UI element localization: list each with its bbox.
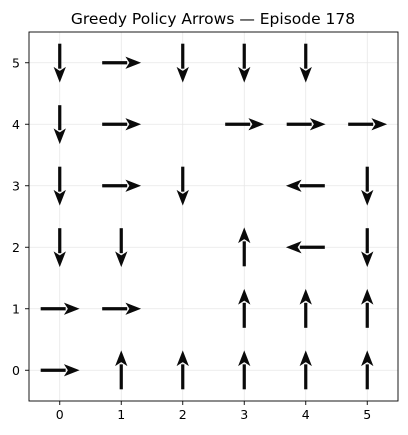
policy-arrow-right <box>225 118 265 131</box>
policy-arrow-down <box>238 43 251 83</box>
policy-arrow-down <box>53 105 66 145</box>
policy-arrow-right <box>102 56 142 69</box>
policy-arrow-down <box>361 166 374 206</box>
y-tick-label: 2 <box>12 240 20 255</box>
policy-arrow-up <box>238 227 251 267</box>
policy-arrow-down <box>115 228 128 268</box>
policy-arrow-down <box>361 228 374 268</box>
x-tick-label: 1 <box>117 407 125 422</box>
policy-arrow-down <box>176 43 189 83</box>
policy-arrow-up <box>299 288 312 328</box>
policy-arrow-right <box>40 302 80 315</box>
grid-lines <box>29 32 398 401</box>
policy-arrow-down <box>299 43 312 83</box>
policy-arrow-up <box>238 350 251 390</box>
x-tick-label: 4 <box>302 407 310 422</box>
policy-arrow-up <box>176 350 189 390</box>
policy-arrow-down <box>176 166 189 206</box>
policy-arrow-right <box>102 179 142 192</box>
y-tick-label: 1 <box>12 301 20 316</box>
x-tick-label: 5 <box>363 407 371 422</box>
policy-arrow-down <box>53 43 66 83</box>
policy-arrow-up <box>299 350 312 390</box>
plot-frame <box>28 31 399 402</box>
x-tick-label: 0 <box>56 407 64 422</box>
y-tick-label: 0 <box>12 363 20 378</box>
y-tick-label: 3 <box>12 178 20 193</box>
policy-arrow-right <box>286 118 326 131</box>
x-tick-label: 2 <box>179 407 187 422</box>
policy-arrow-up <box>115 350 128 390</box>
policy-arrow-right <box>102 118 142 131</box>
arrow-layer <box>40 43 388 390</box>
policy-arrow-up <box>361 288 374 328</box>
policy-arrow-up <box>361 350 374 390</box>
policy-arrow-right <box>102 302 142 315</box>
policy-arrow-down <box>53 228 66 268</box>
policy-arrow-left <box>285 241 325 254</box>
x-tick-label: 3 <box>240 407 248 422</box>
axis-ticks: 0 1 2 3 4 5 0 1 2 3 4 5 <box>12 55 371 422</box>
policy-arrow-right <box>348 118 388 131</box>
chart-title: Greedy Policy Arrows — Episode 178 <box>71 10 355 28</box>
policy-arrow-down <box>53 166 66 206</box>
y-tick-label: 5 <box>12 55 20 70</box>
policy-arrow-left <box>285 179 325 192</box>
y-tick-label: 4 <box>12 117 20 132</box>
policy-arrow-right <box>40 364 80 377</box>
policy-arrow-up <box>238 288 251 328</box>
